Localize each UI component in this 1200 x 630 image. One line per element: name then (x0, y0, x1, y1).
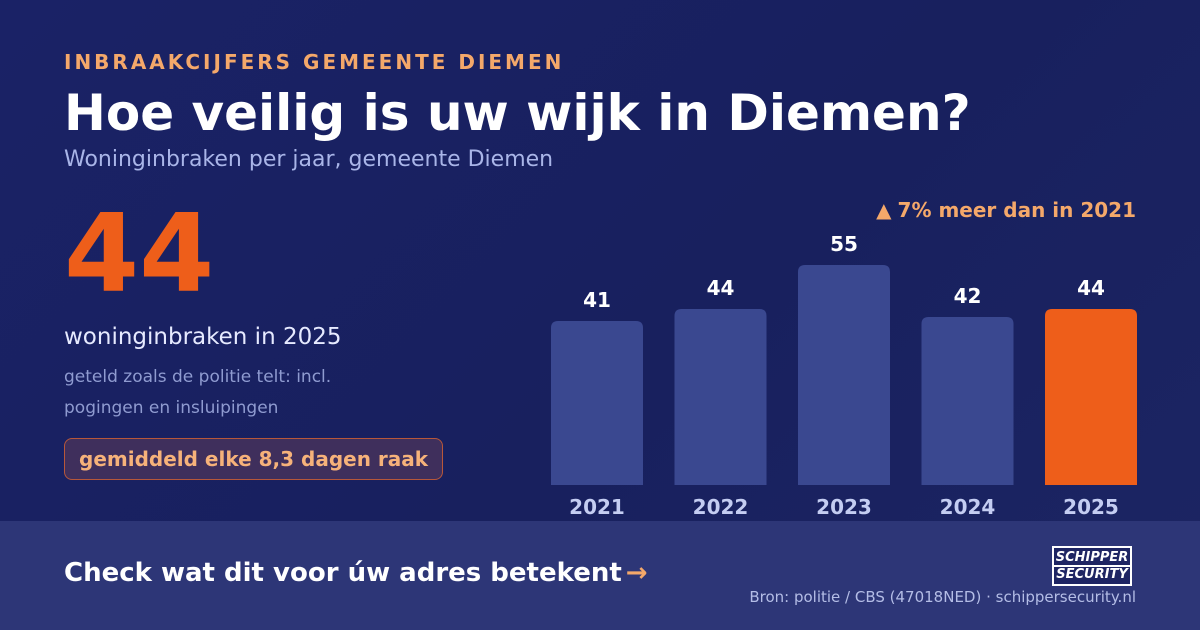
page-title: Hoe veilig is uw wijk in Diemen? (64, 84, 971, 142)
x-tick-label-2023: 2023 (816, 495, 872, 519)
x-tick-label-2024: 2024 (940, 495, 996, 519)
x-tick-label-2022: 2022 (693, 495, 749, 519)
x-tick-label-2021: 2021 (569, 495, 625, 519)
highlight-label: woninginbraken in 2025 (64, 324, 342, 350)
value-label-2021: 41 (583, 288, 611, 312)
bar-2022 (674, 309, 767, 485)
source-text: Bron: politie / CBS (47018NED) · schippe… (749, 588, 1136, 606)
bar-2024 (921, 317, 1014, 485)
highlight-number: 44 (64, 192, 215, 317)
logo-line-1: SCHIPPER (1055, 550, 1129, 565)
frequency-badge: gemiddeld elke 8,3 dagen raak (64, 438, 444, 480)
change-text: 7% meer dan in 2021 (897, 198, 1136, 222)
value-label-2024: 42 (954, 284, 982, 308)
x-tick-label-2025: 2025 (1063, 495, 1119, 519)
value-label-2025: 44 (1077, 276, 1105, 300)
page-subtitle: Woninginbraken per jaar, gemeente Diemen (64, 147, 554, 172)
cta-link[interactable]: Check wat dit voor úw adres betekent → (64, 558, 648, 588)
bar-chart: 41 2021 44 2022 55 2023 42 2024 44 2025 (551, 232, 1137, 519)
bar-2025 (1045, 309, 1137, 485)
logo-line-2: SECURITY (1054, 565, 1130, 582)
change-indicator: ▲ 7% meer dan in 2021 (876, 198, 1136, 222)
cta-text[interactable]: Check wat dit voor úw adres betekent (64, 558, 622, 588)
bar-2021 (551, 321, 643, 485)
bar-2023 (798, 265, 890, 485)
value-label-2023: 55 (830, 232, 858, 256)
arrow-right-icon[interactable]: → (625, 558, 648, 588)
value-label-2022: 44 (707, 276, 735, 300)
eyebrow: INBRAAKCIJFERS GEMEENTE DIEMEN (64, 50, 565, 74)
count-method-note: geteld zoals de politie telt: incl. pogi… (64, 367, 332, 418)
footer: Check wat dit voor úw adres betekent → SC… (0, 521, 1200, 630)
triangle-up-icon: ▲ (876, 198, 892, 222)
logo: SCHIPPER SECURITY (1052, 546, 1132, 586)
